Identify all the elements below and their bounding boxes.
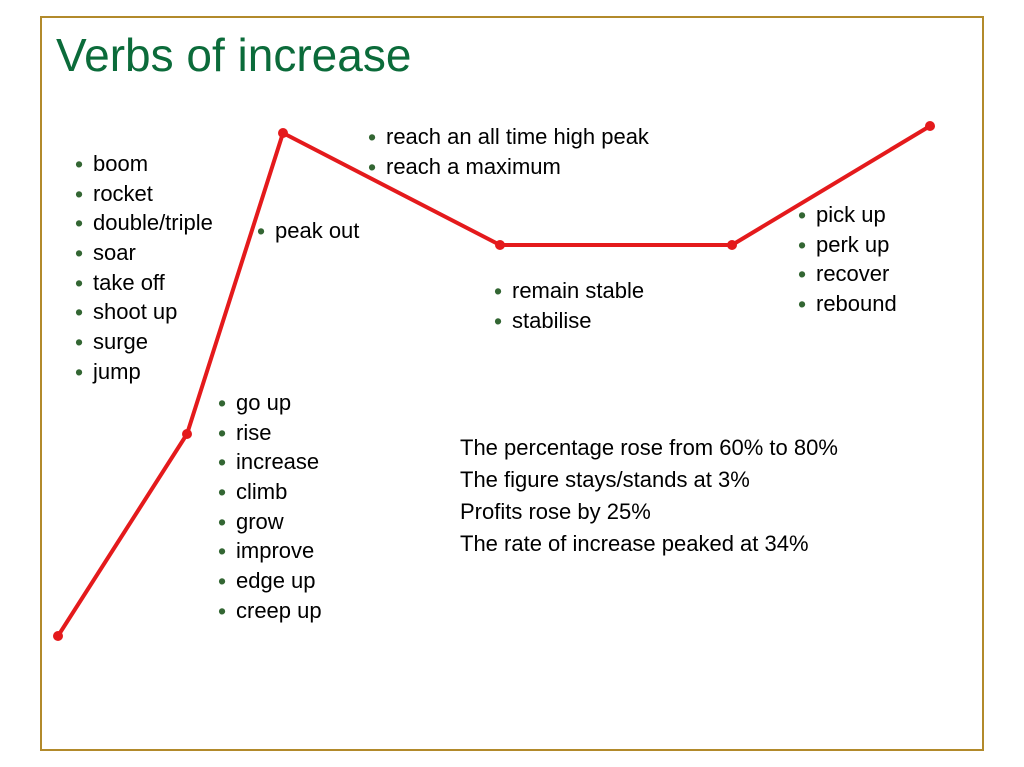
list-item: creep up: [218, 596, 322, 626]
list-item: boom: [75, 149, 213, 179]
list-item: improve: [218, 536, 322, 566]
example-line: The figure stays/stands at 3%: [460, 464, 838, 496]
list-item: jump: [75, 357, 213, 387]
list-item: perk up: [798, 230, 897, 260]
list-item: rocket: [75, 179, 213, 209]
list-item: increase: [218, 447, 322, 477]
list-go-up: go upriseincreaseclimbgrowimproveedge up…: [218, 388, 322, 626]
example-line: The rate of increase peaked at 34%: [460, 528, 838, 560]
list-item: stabilise: [494, 306, 644, 336]
list-item: go up: [218, 388, 322, 418]
list-reach-peak: reach an all time high peakreach a maxim…: [368, 122, 649, 181]
list-item: shoot up: [75, 297, 213, 327]
list-item: pick up: [798, 200, 897, 230]
list-item: climb: [218, 477, 322, 507]
list-fast-increase: boomrocketdouble/triplesoartake offshoot…: [75, 149, 213, 387]
list-item: rise: [218, 418, 322, 448]
list-item: rebound: [798, 289, 897, 319]
example-line: Profits rose by 25%: [460, 496, 838, 528]
list-item: remain stable: [494, 276, 644, 306]
trend-marker: [53, 631, 63, 641]
list-item: recover: [798, 259, 897, 289]
list-item: grow: [218, 507, 322, 537]
example-sentences: The percentage rose from 60% to 80%The f…: [460, 432, 838, 560]
list-item: surge: [75, 327, 213, 357]
list-item: take off: [75, 268, 213, 298]
list-stable: remain stablestabilise: [494, 276, 644, 335]
list-item: reach an all time high peak: [368, 122, 649, 152]
list-item: reach a maximum: [368, 152, 649, 182]
trend-marker: [925, 121, 935, 131]
list-item: double/triple: [75, 208, 213, 238]
list-item: edge up: [218, 566, 322, 596]
trend-marker: [182, 429, 192, 439]
list-peak-out: peak out: [257, 216, 359, 246]
trend-marker: [727, 240, 737, 250]
list-item: peak out: [257, 216, 359, 246]
list-item: soar: [75, 238, 213, 268]
example-line: The percentage rose from 60% to 80%: [460, 432, 838, 464]
trend-marker: [278, 128, 288, 138]
trend-marker: [495, 240, 505, 250]
list-recover: pick upperk uprecoverrebound: [798, 200, 897, 319]
